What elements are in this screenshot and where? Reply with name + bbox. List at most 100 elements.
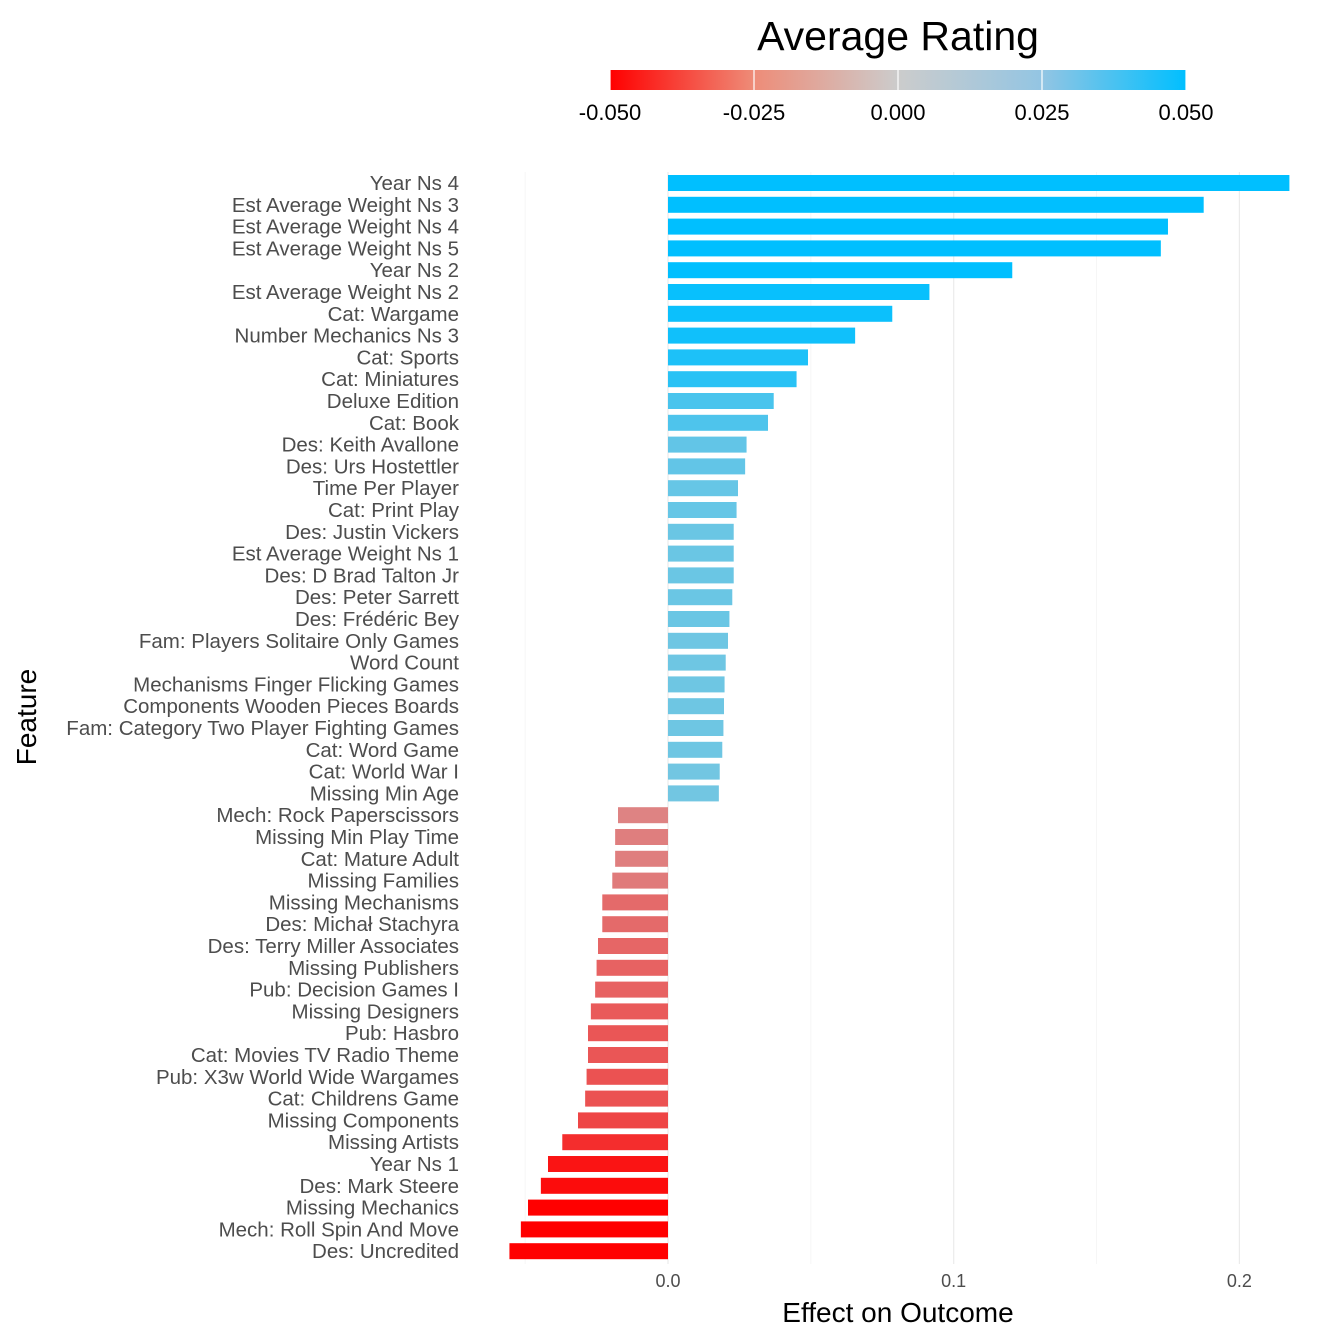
bar (520, 1221, 668, 1238)
y-tick-label: Cat: Print Play (328, 499, 460, 522)
bar (615, 829, 668, 845)
bar (595, 981, 668, 998)
y-tick-label: Cat: Miniatures (321, 368, 459, 391)
y-tick-label: Pub: Decision Games I (249, 979, 459, 1002)
y-tick-label: Missing Designers (292, 1000, 459, 1023)
bar (668, 414, 768, 431)
bar (585, 1090, 668, 1107)
y-tick-label: Missing Artists (328, 1131, 459, 1154)
bar (668, 371, 797, 388)
x-axis-title: Effect on Outcome (782, 1297, 1013, 1328)
y-tick-label: Des: Urs Hostettler (286, 455, 459, 478)
y-tick-label: Word Count (350, 652, 459, 675)
y-tick-label: Est Average Weight Ns 2 (232, 281, 459, 304)
bar (668, 436, 747, 453)
bar (668, 589, 733, 606)
bar (602, 894, 668, 911)
y-tick-label: Cat: Childrens Game (268, 1088, 459, 1111)
x-tick-labels: 0.0 0.1 0.2 (655, 1271, 1251, 1291)
y-tick-label: Missing Families (308, 870, 460, 893)
bar (615, 850, 668, 867)
x-tick-label: 0.2 (1227, 1271, 1252, 1291)
y-tick-label: Missing Mechanisms (269, 891, 459, 914)
y-tick-label: Number Mechanics Ns 3 (235, 325, 459, 348)
bar (668, 196, 1204, 213)
y-tick-label: Missing Min Age (310, 782, 459, 805)
legend-tick-label: -0.050 (579, 100, 641, 125)
y-tick-label: Fam: Category Two Player Fighting Games (66, 717, 459, 740)
y-tick-label: Des: Terry Miller Associates (208, 935, 459, 958)
y-tick-label: Pub: Hasbro (345, 1022, 459, 1045)
bar (612, 872, 668, 889)
y-tick-label: Cat: Movies TV Radio Theme (191, 1044, 459, 1067)
y-tick-label: Missing Mechanics (286, 1197, 459, 1220)
y-tick-label: Est Average Weight Ns 1 (232, 543, 459, 566)
y-tick-label: Year Ns 2 (370, 259, 459, 282)
y-tick-label: Cat: Wargame (328, 303, 459, 326)
bar (668, 611, 730, 627)
x-tick-label: 0.0 (655, 1271, 680, 1291)
y-tick-label: Cat: Mature Adult (301, 848, 460, 871)
y-tick-label: Missing Publishers (288, 957, 459, 980)
y-tick-label: Des: Mark Steere (300, 1175, 460, 1198)
bar (668, 502, 737, 518)
bar (509, 1243, 668, 1260)
bar (668, 698, 724, 715)
legend-tick-label: 0.000 (870, 100, 925, 125)
bar (668, 240, 1161, 257)
y-tick-label: Des: Justin Vickers (285, 521, 459, 544)
bar (668, 545, 734, 562)
legend-tick-label: -0.025 (723, 100, 785, 125)
y-tick-label: Est Average Weight Ns 3 (232, 194, 459, 217)
legend-tick-label: 0.050 (1158, 100, 1213, 125)
y-tick-label: Deluxe Edition (327, 390, 459, 413)
y-tick-label: Des: Keith Avallone (282, 434, 459, 457)
y-tick-label: Mechanisms Finger Flicking Games (133, 673, 459, 696)
y-tick-label: Des: Uncredited (312, 1240, 459, 1263)
y-tick-label: Missing Min Play Time (255, 826, 459, 849)
bar (668, 284, 930, 300)
y-tick-label: Fam: Players Solitaire Only Games (139, 630, 459, 653)
bar (668, 676, 725, 693)
bar (668, 567, 734, 584)
y-tick-label: Cat: World War I (309, 761, 459, 784)
bar (668, 327, 856, 344)
bar (540, 1177, 668, 1194)
bar (590, 1003, 668, 1020)
y-axis-title: Feature (11, 669, 42, 766)
y-tick-label: Year Ns 1 (370, 1153, 459, 1176)
bar (588, 1025, 668, 1042)
y-tick-label: Components Wooden Pieces Boards (123, 695, 459, 718)
bar (668, 763, 720, 780)
bar (668, 480, 738, 497)
bar (668, 393, 774, 409)
bar (598, 938, 668, 954)
bar (548, 1156, 668, 1172)
bar (668, 741, 723, 758)
bar (668, 218, 1168, 235)
bar (668, 305, 893, 322)
y-tick-label: Cat: Book (369, 412, 460, 435)
bar (668, 654, 726, 671)
bars (509, 175, 1290, 1260)
bar (618, 807, 668, 824)
y-tick-label: Des: Frédéric Bey (295, 608, 460, 631)
y-tick-label: Des: D Brad Talton Jr (265, 564, 460, 587)
y-tick-label: Pub: X3w World Wide Wargames (156, 1066, 459, 1089)
bar (668, 175, 1290, 191)
y-tick-label: Mech: Roll Spin And Move (219, 1218, 459, 1241)
bar (586, 1068, 668, 1085)
bar (668, 349, 808, 366)
legend-title: Average Rating (757, 13, 1039, 59)
bar (668, 523, 734, 540)
bar (668, 785, 719, 802)
bar (668, 262, 1013, 279)
bar (668, 458, 746, 475)
bar (668, 720, 724, 736)
x-tick-label: 0.1 (941, 1271, 966, 1291)
bar (562, 1134, 668, 1151)
y-tick-label: Des: Michał Stachyra (265, 913, 459, 936)
y-tick-label: Est Average Weight Ns 5 (232, 237, 459, 260)
